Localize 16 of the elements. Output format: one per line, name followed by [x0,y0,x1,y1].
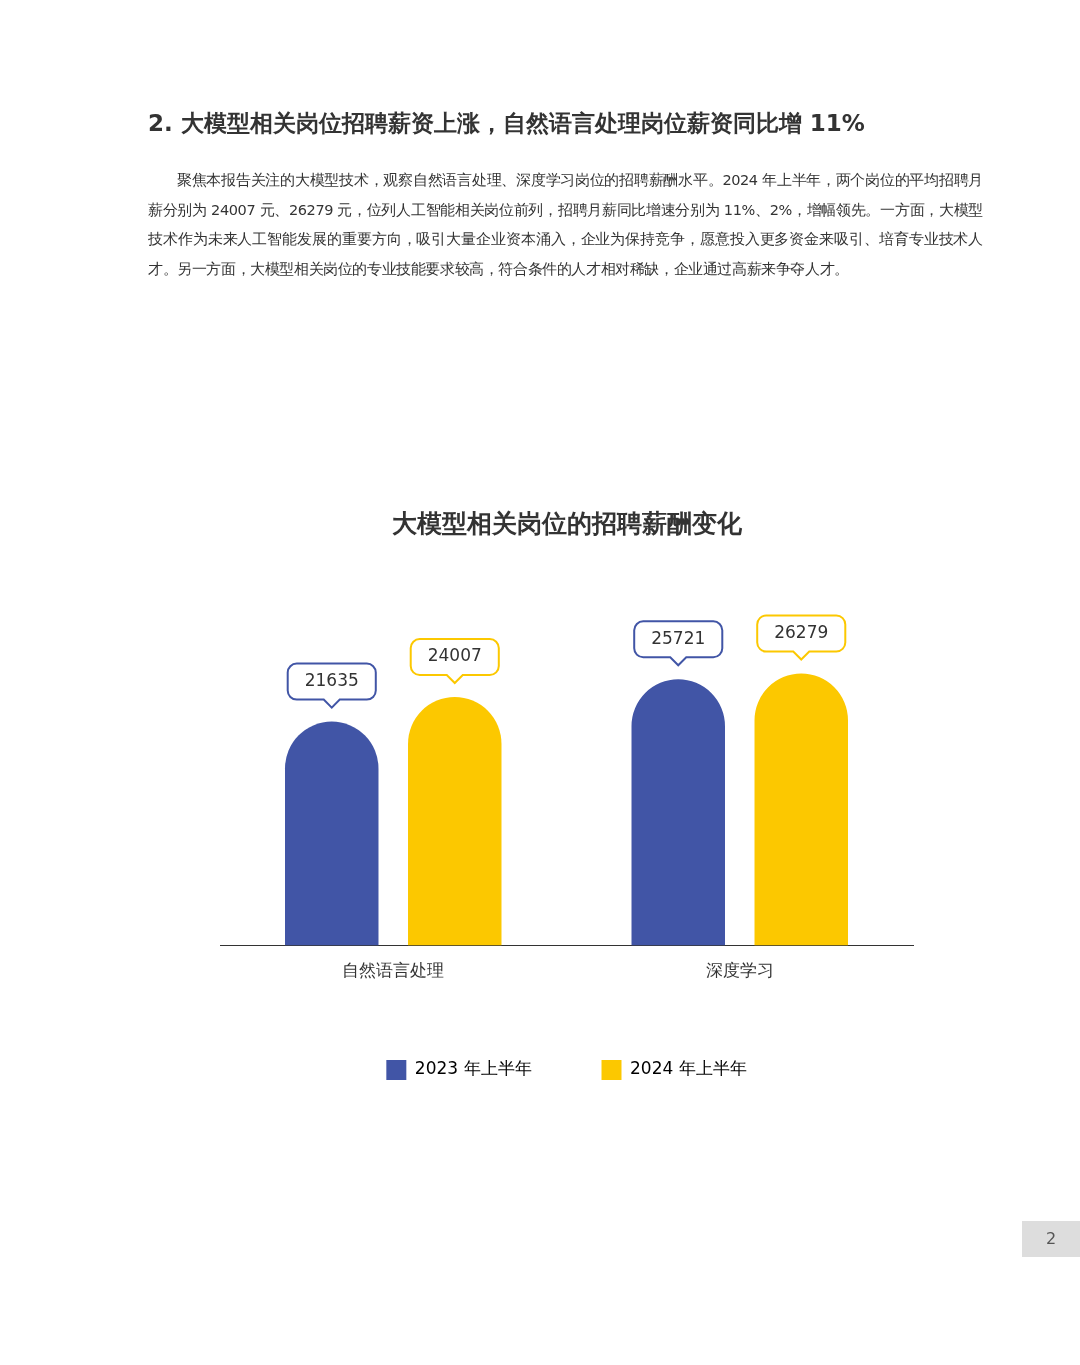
legend-label: 2024 年上半年 [630,1058,747,1079]
bar [631,679,725,946]
legend-label: 2023 年上半年 [414,1058,532,1079]
x-tick-label: 自然语言处理 [342,960,445,981]
chart-title: 大模型相关岗位的招聘薪酬变化 [391,508,743,538]
data-label: 21635 [304,670,359,691]
data-label: 26279 [774,621,829,642]
text: 聚焦本报告关注的大模型技术，观察自然语言处理、深度学习岗位的招聘薪酬水平。2024 年上半年，两个岗位的平均招聘月薪分别为 24007 元、26279 元，位列人工智能相关岗位前列，招聘月薪同比增速分别为 11%、2%，增幅领先。一方面，大模型技术作为未来人工智能发展的重要方向，吸引大量企业资本涌入，企业为保持竞争，愿意投入更多资金来吸引、培育专业技术人才。另一方面，大模型相关岗位的专业技能要求较高，符合条件的人才相对稀缺，企业通过高薪来争夺人才。 [148,171,983,279]
bar [285,721,379,946]
bar [408,697,502,946]
data-label: 24007 [427,645,482,666]
x-tick-label: 深度学习 [705,960,774,981]
text: 2. 大模型相关岗位招聘薪资上涨，自然语言处理岗位薪资同比增 11% [148,109,866,138]
data-label: 25721 [651,627,706,648]
text: 2 [1022,1221,1080,1257]
bar [754,673,848,946]
